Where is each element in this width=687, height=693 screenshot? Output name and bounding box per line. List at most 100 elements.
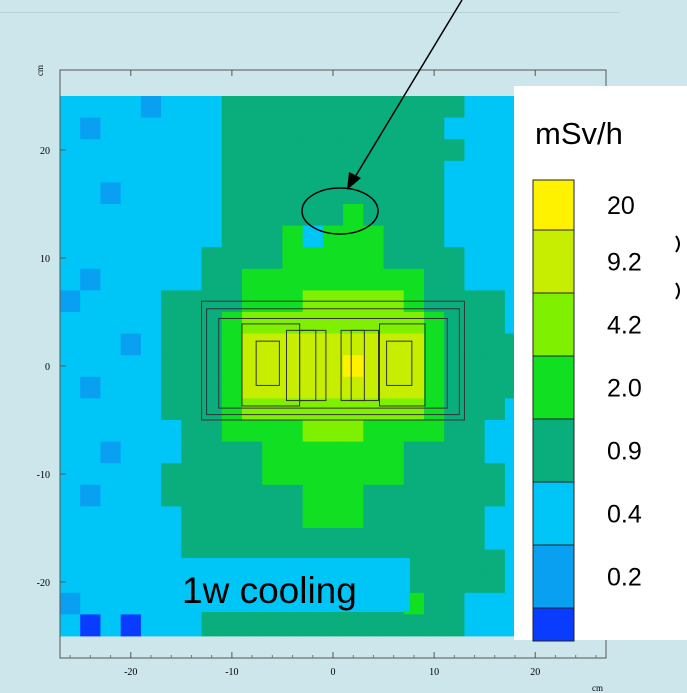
legend-label: 2.0 [607, 375, 642, 403]
heatmap-cell [140, 333, 162, 356]
legend-swatch [532, 418, 575, 483]
geometry-outline [299, 329, 317, 402]
heatmap-cell [343, 441, 364, 464]
heatmap-cell [383, 312, 405, 334]
legend-labels: 20 9.2 4.2 2.0 0.9 0.4 0.2 [607, 192, 642, 592]
annotation-arrow [351, 0, 463, 183]
heatmap-cell [464, 333, 486, 356]
heatmap-cell [282, 96, 304, 118]
heatmap-cell [221, 398, 243, 421]
heatmap-cell [221, 506, 243, 529]
heatmap-cell [363, 160, 384, 183]
heatmap-cell [343, 182, 364, 205]
heatmap-cell [242, 225, 263, 248]
heatmap-cell [444, 96, 465, 118]
heatmap-cell [100, 420, 122, 442]
heatmap-cell [424, 160, 445, 183]
heatmap-cell [383, 463, 405, 486]
heatmap-cell [60, 96, 81, 118]
heatmap-cell [424, 463, 445, 486]
geometry-outline [255, 340, 280, 386]
heatmap-cell [464, 420, 486, 442]
heatmap-cell [403, 247, 425, 270]
annotation-box [170, 558, 410, 612]
heatmap-cell [363, 247, 384, 270]
heatmap-cell [484, 182, 506, 205]
heatmap-cell [120, 96, 142, 118]
heatmap-cell [100, 614, 122, 637]
heatmap-cell [383, 484, 405, 507]
heatmap-cell [424, 117, 445, 140]
legend-side-marks [675, 235, 680, 300]
heatmap-cell [161, 614, 182, 637]
heatmap-cell [80, 268, 101, 291]
heatmap-cell [60, 592, 81, 615]
heatmap-cell [60, 528, 81, 550]
heatmap-cell [302, 506, 324, 529]
heatmap-cell [120, 182, 142, 205]
heatmap-cell [484, 333, 506, 356]
heatmap-cell [322, 333, 344, 356]
heatmap-cell [120, 225, 142, 248]
heatmap-cell [302, 441, 324, 464]
heatmap-cell [161, 441, 182, 464]
heatmap-cell [363, 506, 384, 529]
heatmap-cell [262, 528, 283, 550]
heatmap-cell [383, 528, 405, 550]
heatmap-cell [181, 506, 202, 529]
heatmap-cell [302, 139, 324, 162]
heatmap-cell [444, 225, 465, 248]
heatmap-cell [140, 463, 162, 486]
heatmap-cell [120, 312, 142, 334]
legend-label: 4.2 [607, 312, 642, 340]
heatmap-cell [403, 355, 425, 378]
heatmap-cell [80, 528, 101, 550]
heatmap-cell [322, 204, 344, 226]
heatmap-cell [464, 355, 486, 378]
heatmap-cell [242, 420, 263, 442]
heatmap-cell [403, 376, 425, 399]
heatmap-cell [302, 225, 324, 248]
heatmap-cell [424, 420, 445, 442]
heatmap-cell [403, 484, 425, 507]
heatmap-cell [464, 614, 486, 637]
heatmap-cell [403, 160, 425, 183]
heatmap-cell [383, 355, 405, 378]
heatmap-cell [181, 355, 202, 378]
heatmap-cell [484, 420, 506, 442]
heatmap-cell [464, 528, 486, 550]
heatmap-cell [464, 182, 486, 205]
heatmap-cell [161, 484, 182, 507]
heatmap-cell [464, 398, 486, 421]
geometry-outline [201, 300, 465, 421]
heatmap-cell [262, 182, 283, 205]
heatmap-cell [343, 376, 364, 399]
heatmap-cell [120, 549, 142, 572]
heatmap-cell [80, 247, 101, 270]
heatmap-cell [100, 290, 122, 313]
heatmap-cell [322, 614, 344, 637]
heatmap-cell [242, 398, 263, 421]
heatmap-cell [161, 420, 182, 442]
heatmap-cell [484, 506, 506, 529]
heatmap-cell [464, 463, 486, 486]
heatmap-cell [363, 528, 384, 550]
heatmap-cell [262, 312, 283, 334]
heatmap-cell [383, 506, 405, 529]
heatmap-cell [424, 204, 445, 226]
heatmap-cell [140, 528, 162, 550]
geometry-outline [350, 329, 365, 402]
heatmap-cell [140, 506, 162, 529]
heatmap-cell [221, 312, 243, 334]
heatmap-cell [140, 160, 162, 183]
heatmap-cell [161, 312, 182, 334]
heatmap-cell [80, 312, 101, 334]
heatmap-cell [140, 484, 162, 507]
axis-ticks: -20 -10 0 10 20 20 10 0 -10 -20 [37, 70, 597, 678]
heatmap-cell [424, 506, 445, 529]
heatmap-cell [343, 528, 364, 550]
x-unit-label: cm [592, 683, 603, 693]
heatmap-cell [242, 441, 263, 464]
heatmap-cell [60, 420, 81, 442]
heatmap-cell [444, 247, 465, 270]
